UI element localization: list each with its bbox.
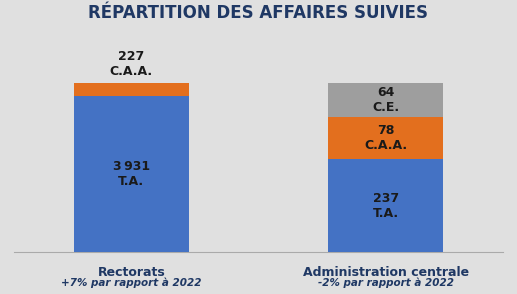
Bar — [328, 117, 443, 159]
Bar — [328, 159, 443, 253]
Text: -2% par rapport à 2022: -2% par rapport à 2022 — [317, 278, 453, 288]
Title: RÉPARTITION DES AFFAIRES SUIVIES: RÉPARTITION DES AFFAIRES SUIVIES — [88, 4, 429, 22]
Text: 227
C.A.A.: 227 C.A.A. — [110, 50, 153, 78]
Bar — [74, 96, 189, 253]
Text: Rectorats: Rectorats — [98, 266, 165, 279]
Text: 78
C.A.A.: 78 C.A.A. — [364, 124, 407, 152]
Bar — [328, 83, 443, 117]
Bar — [74, 83, 189, 96]
Text: 3 931
T.A.: 3 931 T.A. — [113, 161, 150, 188]
Text: 237
T.A.: 237 T.A. — [373, 192, 399, 220]
Text: 64
C.E.: 64 C.E. — [372, 86, 399, 114]
Text: Administration centrale: Administration centrale — [302, 266, 469, 279]
Text: +7% par rapport à 2022: +7% par rapport à 2022 — [61, 278, 202, 288]
